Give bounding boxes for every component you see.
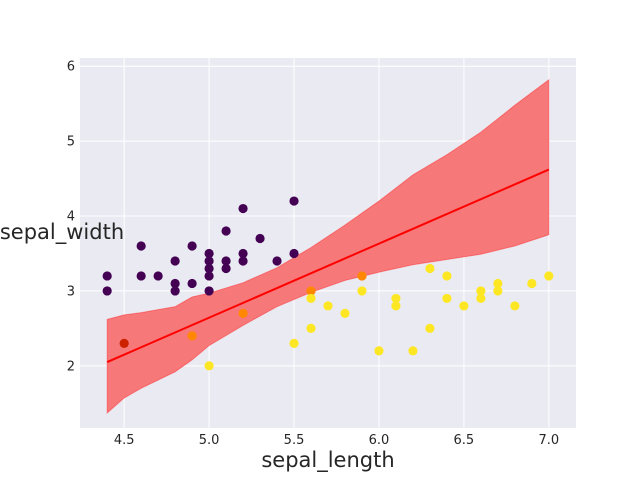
y-tick-label: 4 xyxy=(67,210,75,225)
data-point xyxy=(187,331,197,341)
x-tick-label: 4.5 xyxy=(114,433,135,448)
data-point xyxy=(238,203,248,214)
data-point xyxy=(306,293,316,304)
data-point xyxy=(170,286,180,296)
x-tick-label: 6.0 xyxy=(369,433,390,448)
data-point xyxy=(153,271,163,281)
data-points xyxy=(102,196,554,371)
data-point xyxy=(136,241,146,251)
data-point xyxy=(493,286,503,296)
regression-line xyxy=(106,168,550,364)
data-point xyxy=(527,278,537,289)
data-point xyxy=(238,256,248,266)
data-point xyxy=(119,338,129,348)
data-point xyxy=(204,263,214,274)
y-tick-labels: 2 3 4 5 6 xyxy=(67,60,75,375)
data-point xyxy=(425,323,435,333)
data-point xyxy=(204,286,214,296)
y-tick-label: 5 xyxy=(67,135,75,150)
data-point xyxy=(255,233,265,244)
data-point xyxy=(238,308,248,319)
regression-layer xyxy=(106,168,550,364)
data-point xyxy=(476,293,486,304)
data-point xyxy=(323,301,333,311)
data-point xyxy=(221,263,231,274)
data-point xyxy=(102,286,112,296)
confidence-band xyxy=(106,78,550,415)
data-point xyxy=(391,293,401,304)
x-tick-label: 5.5 xyxy=(284,433,305,448)
data-point xyxy=(289,248,299,259)
data-point xyxy=(442,271,452,281)
confidence-band-layer xyxy=(106,78,550,415)
x-tick-label: 6.5 xyxy=(454,433,475,448)
data-point xyxy=(289,196,299,206)
data-point xyxy=(187,241,197,251)
data-point xyxy=(289,338,299,348)
data-point xyxy=(204,361,214,371)
data-point xyxy=(425,263,435,274)
data-point xyxy=(374,346,384,356)
data-point xyxy=(493,278,503,289)
y-axis-label: sepal_width xyxy=(0,220,124,245)
data-point xyxy=(204,248,214,259)
data-point xyxy=(272,256,282,266)
x-axis-label: sepal_length xyxy=(261,448,394,473)
data-point xyxy=(187,278,197,289)
data-point xyxy=(476,286,486,296)
data-point xyxy=(204,271,214,281)
x-tick-label: 7.0 xyxy=(538,433,559,448)
data-point xyxy=(221,226,231,236)
data-point xyxy=(136,271,146,281)
data-point xyxy=(102,271,112,281)
data-point xyxy=(408,346,418,356)
x-tick-labels: 4.5 5.0 5.5 6.0 6.5 7.0 xyxy=(114,433,559,448)
data-point xyxy=(357,286,367,296)
data-point xyxy=(238,248,248,259)
y-tick-label: 2 xyxy=(67,359,75,374)
data-point xyxy=(459,301,469,311)
data-point xyxy=(544,271,554,281)
data-point xyxy=(170,278,180,289)
data-point xyxy=(391,301,401,311)
data-point xyxy=(204,256,214,266)
data-point xyxy=(340,308,350,319)
data-point xyxy=(170,256,180,266)
y-tick-label: 3 xyxy=(67,284,75,299)
data-point xyxy=(306,286,316,296)
data-point xyxy=(306,323,316,333)
data-point xyxy=(442,293,452,304)
data-point xyxy=(510,301,520,311)
data-point xyxy=(357,271,367,281)
y-tick-label: 6 xyxy=(67,60,75,75)
data-point xyxy=(221,256,231,266)
x-tick-label: 5.0 xyxy=(199,433,220,448)
